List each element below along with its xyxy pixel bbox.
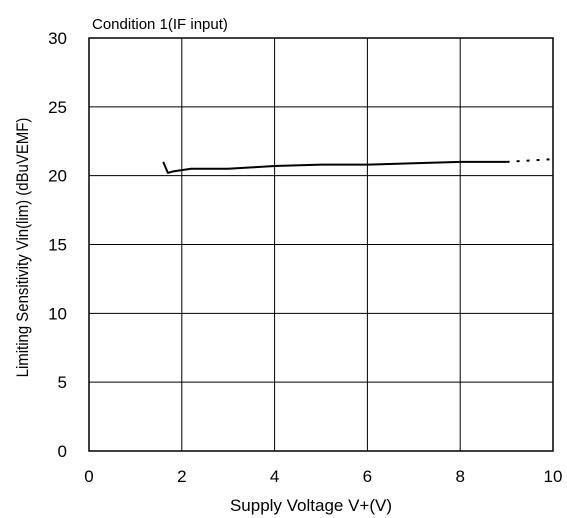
y-tick-label-4: 20	[48, 167, 67, 186]
y-axis-title: Limiting Sensitivity Vin(lim) (dBuVEMF)	[14, 118, 32, 378]
series-line-0	[162, 160, 507, 174]
x-tick-label-3: 6	[363, 467, 372, 486]
series-group	[162, 158, 554, 174]
x-tick-label-2: 4	[270, 467, 279, 486]
y-tick-label-6: 30	[48, 29, 67, 48]
grid	[89, 38, 553, 451]
plot-frame	[88, 37, 554, 452]
x-axis-title: Supply Voltage V+(V)	[230, 496, 392, 515]
y-tick-label-2: 10	[48, 304, 67, 323]
x-tick-label-0: 0	[84, 467, 93, 486]
x-tick-label-5: 10	[544, 467, 563, 486]
x-tick-label-1: 2	[177, 467, 186, 486]
y-tick-label-1: 5	[58, 373, 67, 392]
y-tick-label-0: 0	[58, 442, 67, 461]
tick-labels: 0 2 4 6 8 10 0 5 10 15 20 25 30	[48, 29, 562, 486]
y-tick-label-5: 25	[48, 98, 67, 117]
series-line-1	[506, 158, 554, 163]
y-tick-label-3: 15	[48, 236, 67, 255]
condition-label: Condition 1(IF input)	[92, 16, 228, 33]
x-tick-label-4: 8	[455, 467, 464, 486]
